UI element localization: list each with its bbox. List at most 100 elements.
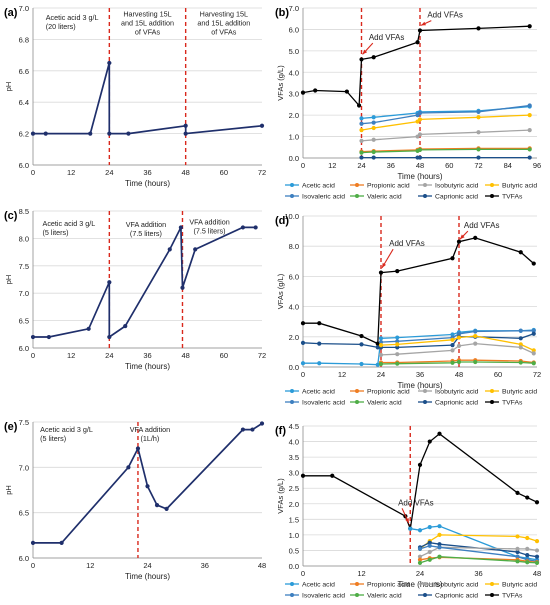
arrow-head	[460, 234, 465, 240]
legend-marker	[490, 400, 494, 404]
data-point-isovaleric	[395, 339, 400, 344]
y-tick-label: 6.8	[19, 35, 29, 44]
y-tick-label: 4.5	[289, 422, 299, 431]
annotation-text: and 15L addition	[197, 19, 250, 28]
x-tick-label: 24	[416, 569, 424, 578]
data-point-valeric	[531, 361, 536, 366]
data-point-butyric	[476, 115, 481, 120]
x-tick-label: 48	[455, 370, 463, 379]
x-tick-label: 36	[201, 561, 209, 570]
data-point-ph	[107, 334, 112, 340]
legend-label: Propionic acid	[367, 183, 410, 190]
legend-label: Caprionic acid	[435, 194, 478, 201]
legend: Acetic acid Propionic acid Isobutyric acid…	[285, 582, 537, 600]
data-point-caproic	[531, 331, 536, 336]
legend-marker	[423, 400, 427, 404]
arrow-head	[382, 262, 386, 268]
data-point-butyric	[378, 343, 384, 348]
arrow-label: Add VFAs	[427, 11, 463, 20]
data-point-isobutyric	[378, 352, 384, 358]
series-line-isovaleric	[361, 104, 530, 125]
data-point-tvfa	[473, 235, 478, 240]
legend-marker	[355, 400, 359, 404]
y-axis-label: VFAs (g/L)	[276, 65, 285, 101]
data-point-ph	[59, 540, 64, 545]
data-point-caproic	[317, 341, 322, 346]
x-tick-label: 12	[67, 168, 75, 177]
annotation-text: (20 liters)	[46, 22, 76, 31]
data-point-caproic	[395, 345, 400, 350]
annotation-text: Harvesting 15L	[200, 10, 248, 19]
y-tick-label: 3.0	[289, 469, 299, 478]
legend-marker	[423, 389, 427, 393]
data-point-butyric	[473, 333, 478, 339]
data-point-valeric	[395, 361, 400, 366]
y-tick-label: 0.5	[289, 546, 299, 555]
data-point-caproic	[518, 336, 523, 341]
data-point-tvfa	[395, 269, 400, 274]
legend-marker	[355, 593, 359, 597]
data-point-tvfa	[427, 439, 432, 444]
annotation-text: VFA addition	[130, 425, 170, 434]
chart-panel-4: 6.0 6.5 7.0 7.5 0 12 24 36 48 Time (hours) pH Aceti…	[4, 418, 266, 581]
data-point-ph	[193, 247, 198, 252]
y-tick-label: 3.5	[289, 453, 299, 462]
data-point-valeric	[515, 559, 520, 564]
data-point-isobutyric	[395, 352, 400, 357]
y-tick-label: 8.0	[19, 234, 29, 243]
legend-marker	[423, 582, 427, 586]
data-point-valeric	[417, 560, 423, 565]
y-tick-label: 1.0	[289, 531, 299, 540]
legend-marker	[490, 582, 494, 586]
data-point-ph	[253, 225, 258, 230]
annotation-text: Acetic acid 3 g/L	[40, 425, 93, 434]
y-tick-label: 7.0	[19, 463, 29, 472]
data-point-isobutyric	[473, 341, 478, 346]
x-axis-label: Time (hours)	[397, 172, 442, 181]
annotation-text: VFA addition	[189, 217, 229, 226]
chart-panel-1: 0.0 1.0 2.0 3.0 4.0 5.0 6.0 7.0 0 12 24 36 48 60 72 84 9…	[275, 4, 541, 201]
data-point-ph	[145, 484, 150, 489]
legend: Acetic acid Propionic acid Isobutyric acid…	[285, 183, 537, 201]
data-point-tvfa	[375, 341, 380, 346]
x-tick-label: 36	[474, 569, 482, 578]
annotation-text: (7.5 liters)	[130, 229, 162, 238]
data-point-acetic	[359, 116, 364, 121]
data-point-butyric	[531, 348, 536, 353]
data-point-isobutyric	[525, 546, 530, 551]
y-tick-label: 6.5	[19, 317, 29, 326]
data-point-isovaleric	[417, 110, 423, 116]
x-tick-label: 96	[533, 161, 541, 170]
legend-marker	[490, 194, 494, 198]
legend-marker	[423, 593, 427, 597]
data-point-isovaleric	[456, 331, 462, 336]
data-point-ph	[180, 285, 185, 290]
series-line-ph	[33, 62, 263, 135]
chart-panel-5: 0.0 0.5 1.0 1.5 2.0 2.5 3.0 3.5 4.0 4.5 0 12 24 36 48 T…	[275, 422, 541, 600]
data-point-ph	[107, 60, 112, 66]
legend-marker	[355, 389, 359, 393]
y-tick-label: 4.0	[289, 68, 299, 77]
data-point-acetic	[395, 335, 400, 340]
data-point-valeric	[437, 554, 442, 559]
x-tick-label: 48	[533, 569, 541, 578]
data-point-tvfa	[417, 28, 423, 33]
panel-label: (f)	[275, 425, 286, 437]
y-tick-label: 6.0	[19, 554, 29, 563]
legend-label: Valeric acid	[367, 194, 402, 201]
y-tick-label: 6.6	[19, 67, 29, 76]
annotation-text: Acetic acid 3 g/L	[46, 13, 99, 22]
data-point-isobutyric	[450, 348, 455, 353]
x-tick-label: 60	[220, 351, 228, 360]
y-tick-label: 4.0	[289, 438, 299, 447]
data-point-caproic	[371, 155, 376, 160]
x-tick-label: 72	[258, 168, 266, 177]
x-tick-label: 36	[143, 351, 151, 360]
legend-label: Propionic acid	[367, 389, 410, 396]
data-point-caproic	[525, 553, 530, 558]
legend-marker	[355, 582, 359, 586]
data-point-valeric	[527, 147, 532, 152]
x-tick-label: 24	[105, 351, 113, 360]
data-point-caproic	[417, 155, 423, 160]
